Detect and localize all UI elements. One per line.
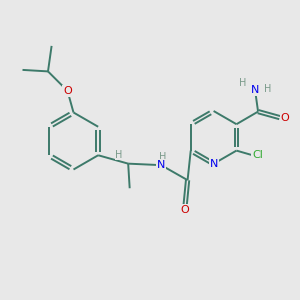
Text: H: H xyxy=(239,77,246,88)
Text: N: N xyxy=(157,160,165,170)
Text: O: O xyxy=(181,205,190,215)
Text: H: H xyxy=(116,150,123,160)
Text: H: H xyxy=(159,152,166,162)
Text: O: O xyxy=(281,112,290,123)
Text: N: N xyxy=(251,85,259,95)
Text: O: O xyxy=(63,86,72,96)
Text: N: N xyxy=(209,159,218,169)
Text: H: H xyxy=(264,83,272,94)
Text: Cl: Cl xyxy=(252,150,263,160)
